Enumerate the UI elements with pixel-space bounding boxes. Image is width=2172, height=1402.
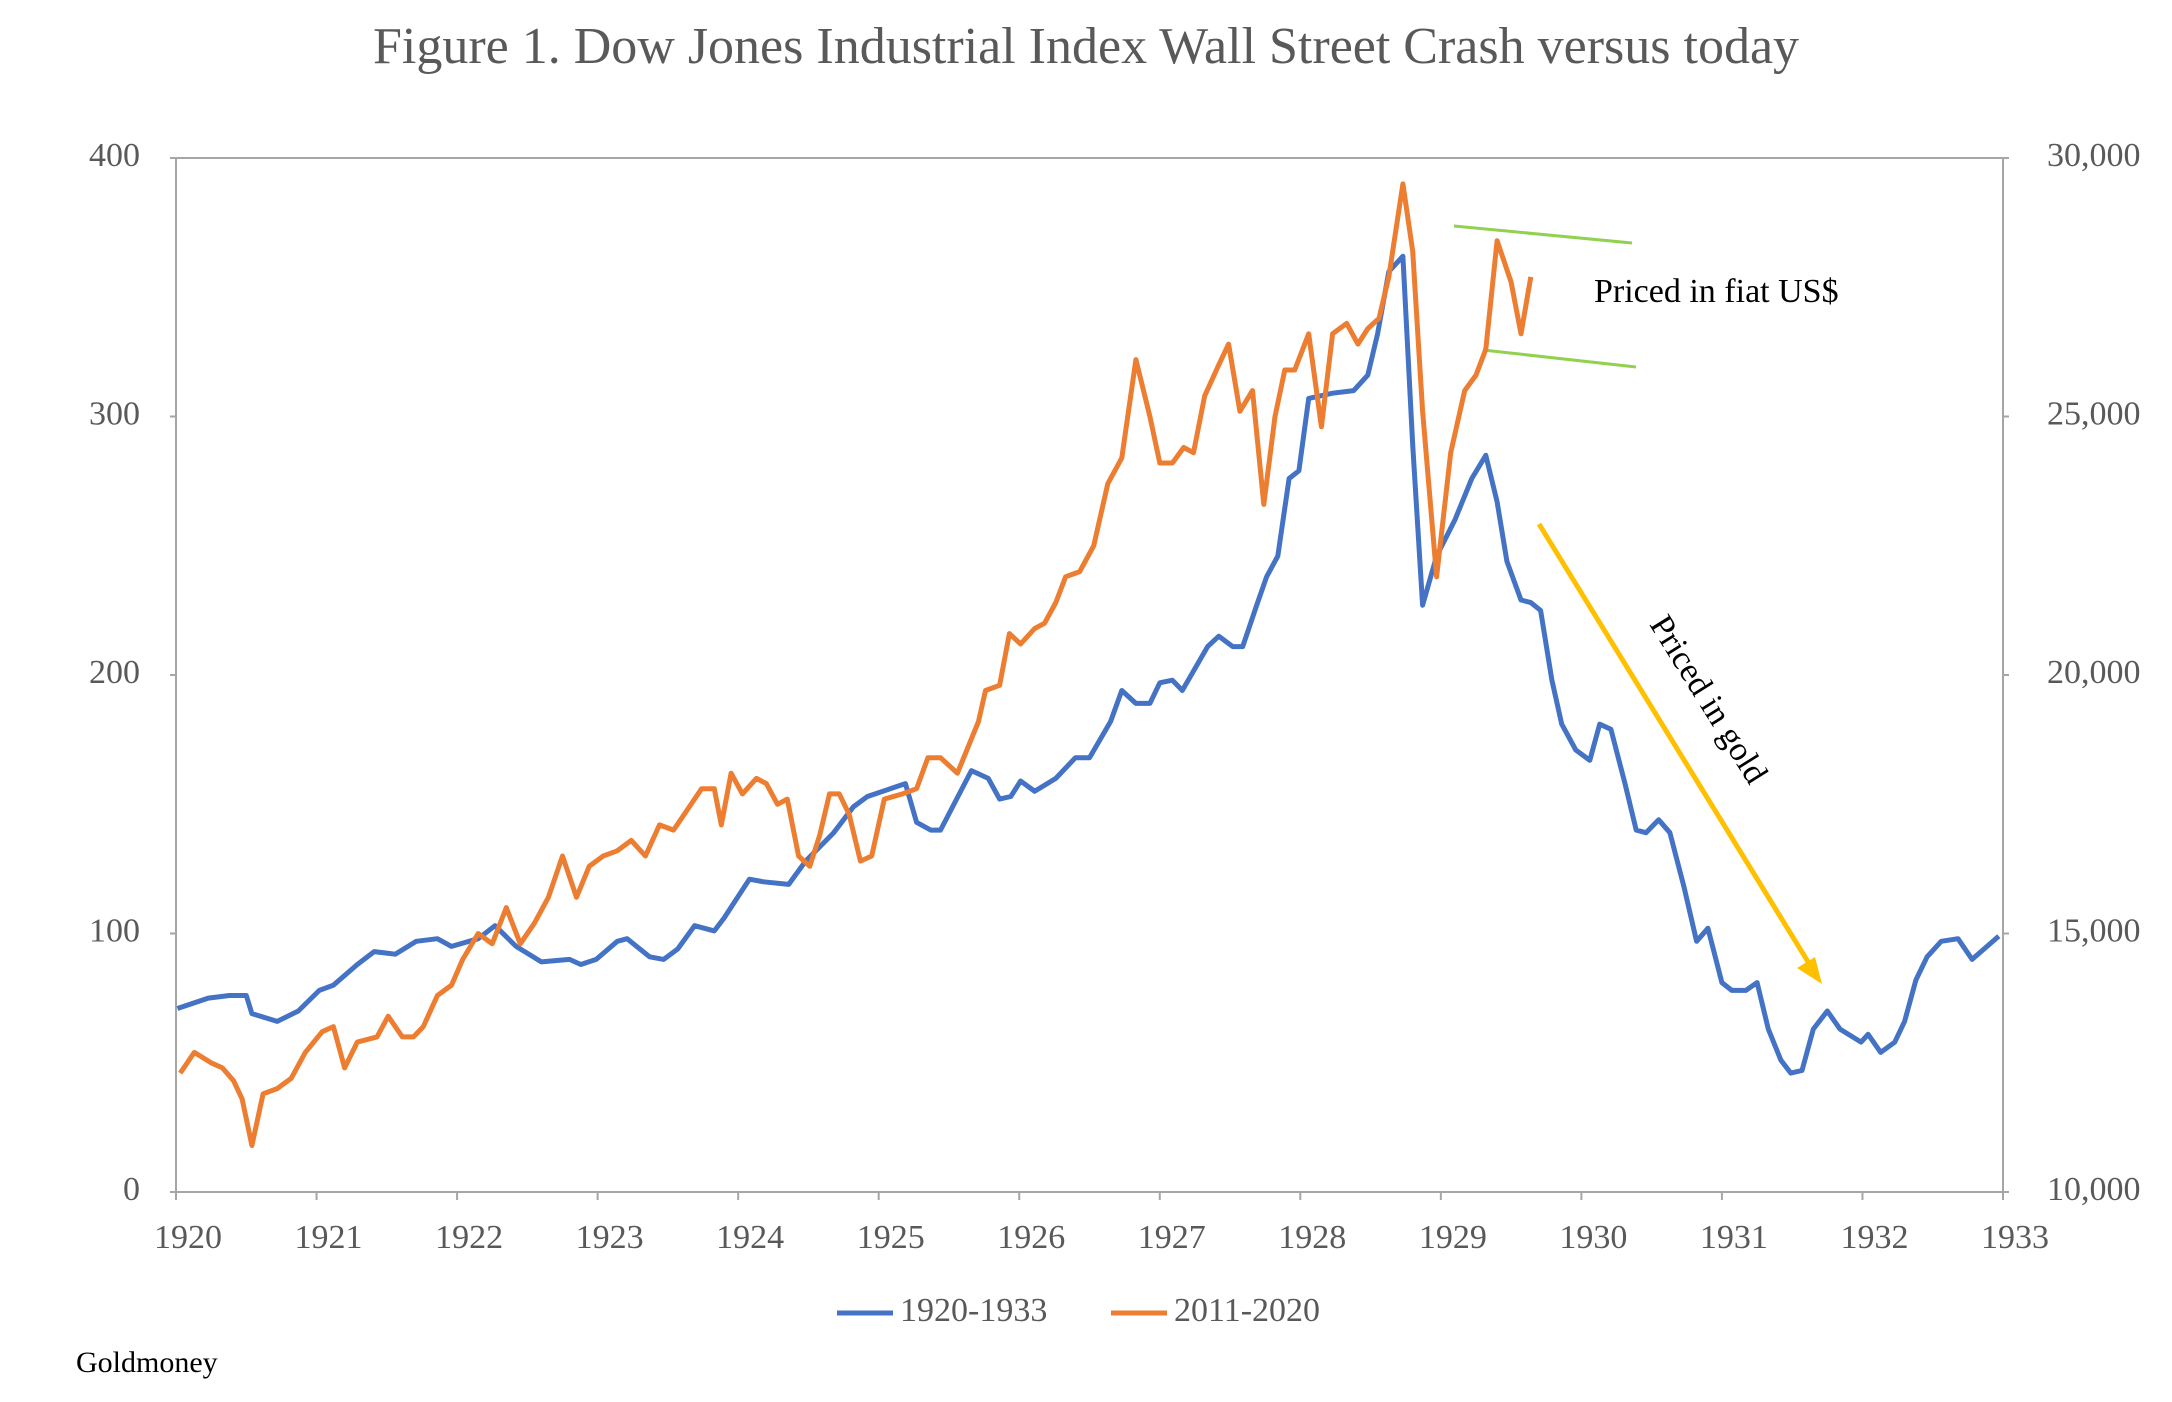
y2-tick-label: 10,000 bbox=[2047, 1171, 2141, 1208]
series-group bbox=[176, 181, 2001, 1148]
y2-tick-label: 25,000 bbox=[2047, 395, 2141, 432]
x-tick-label: 1930 bbox=[1559, 1219, 1627, 1256]
y2-tick-label: 30,000 bbox=[2047, 137, 2141, 174]
trend-line bbox=[1453, 224, 1633, 245]
x-tick-label: 1924 bbox=[716, 1219, 784, 1256]
x-tick-label: 1931 bbox=[1700, 1219, 1768, 1256]
legend-label: 1920-1933 bbox=[900, 1292, 1047, 1329]
x-tick-label: 1921 bbox=[295, 1219, 363, 1256]
chart-title: Figure 1. Dow Jones Industrial Index Wal… bbox=[373, 18, 1799, 75]
x-tick-label: 1932 bbox=[1840, 1219, 1908, 1256]
arrow-head bbox=[1797, 957, 1822, 984]
y-tick-label: 100 bbox=[89, 912, 140, 949]
arrow-line bbox=[1536, 522, 1813, 967]
trend-line bbox=[1482, 348, 1637, 369]
y2-tick-label: 15,000 bbox=[2047, 912, 2141, 949]
x-tick-label: 1923 bbox=[576, 1219, 644, 1256]
series-line bbox=[178, 181, 1534, 1148]
legend-label: 2011-2020 bbox=[1174, 1292, 1320, 1329]
x-tick-label: 1933 bbox=[1981, 1219, 2049, 1256]
y2-tick-label: 20,000 bbox=[2047, 654, 2141, 691]
annotation: Priced in fiat US$ bbox=[1594, 273, 1839, 310]
y-tick-label: 300 bbox=[89, 395, 140, 432]
y-tick-label: 0 bbox=[123, 1171, 140, 1208]
source: Goldmoney bbox=[76, 1346, 218, 1379]
x-tick-label: 1925 bbox=[857, 1219, 925, 1256]
x-tick-label: 1926 bbox=[997, 1219, 1065, 1256]
x-tick-label: 1927 bbox=[1138, 1219, 1206, 1256]
y-tick-label: 200 bbox=[89, 654, 140, 691]
x-tick-label: 1929 bbox=[1419, 1219, 1487, 1256]
series-line bbox=[176, 253, 2001, 1076]
x-tick-label: 1920 bbox=[154, 1219, 222, 1256]
x-tick-label: 1922 bbox=[435, 1219, 503, 1256]
y-tick-label: 400 bbox=[89, 137, 140, 174]
x-tick-label: 1928 bbox=[1278, 1219, 1346, 1256]
